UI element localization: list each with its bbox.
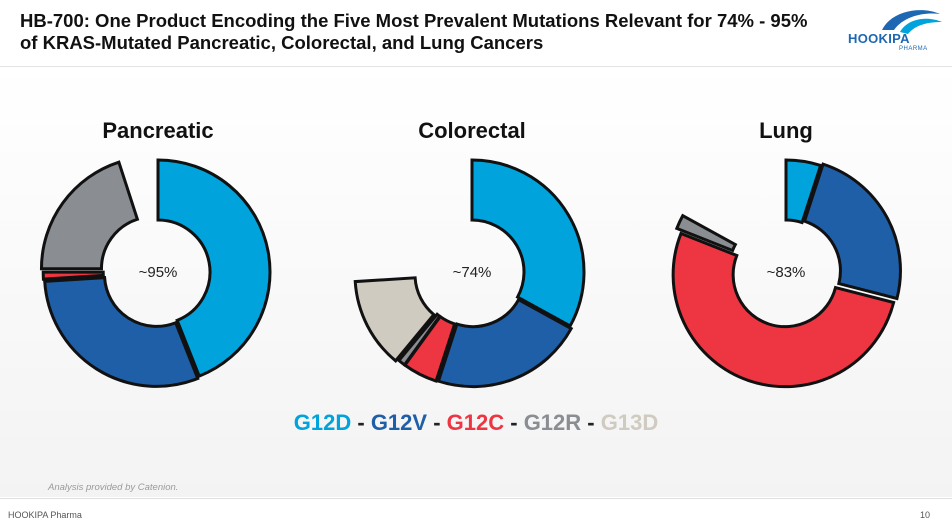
center-label-colorectal: ~74% bbox=[453, 264, 492, 281]
slice-lung-g12v bbox=[802, 162, 902, 301]
slice-colorectal-g13d bbox=[353, 276, 436, 363]
logo-subtext: PHARMA bbox=[899, 46, 928, 52]
chart-title-pancreatic: Pancreatic bbox=[102, 118, 213, 143]
legend-separator: - bbox=[351, 410, 371, 435]
slide-title: HB-700: One Product Encoding the Five Mo… bbox=[20, 10, 808, 53]
slice-pancreatic-g12c bbox=[41, 270, 105, 281]
slice-pancreatic-g12d bbox=[156, 158, 272, 379]
slice-pancreatic-g12r bbox=[39, 160, 140, 271]
legend-item-g12c: G12C bbox=[446, 410, 505, 435]
hookipa-logo: HOOKIPA PHARMA bbox=[842, 4, 946, 60]
page-number: 10 bbox=[920, 510, 931, 520]
slice-colorectal-g12d bbox=[470, 158, 586, 328]
legend-item-g13d: G13D bbox=[600, 410, 659, 435]
legend-separator: - bbox=[504, 410, 524, 435]
legend-item-g12d: G12D bbox=[293, 410, 352, 435]
content-background bbox=[0, 67, 952, 497]
center-label-pancreatic: ~95% bbox=[139, 264, 178, 281]
mutation-legend: G12D - G12V - G12C - G12R - G13D bbox=[0, 410, 952, 436]
logo-wave-icon bbox=[882, 10, 942, 34]
slice-colorectal-g12v bbox=[436, 297, 574, 389]
slice-lung-g12d bbox=[784, 158, 823, 225]
slide-header: HB-700: One Product Encoding the Five Mo… bbox=[0, 0, 952, 67]
legend-item-g12r: G12R bbox=[523, 410, 582, 435]
slice-lung-g12c bbox=[671, 231, 896, 389]
footer-company: HOOKIPA Pharma bbox=[8, 510, 82, 520]
chart-title-lung: Lung bbox=[759, 118, 813, 143]
logo-text: HOOKIPA bbox=[848, 31, 910, 46]
slice-lung-g12r bbox=[674, 213, 738, 253]
slice-colorectal-g12r bbox=[396, 312, 442, 367]
center-label-lung: ~83% bbox=[767, 264, 806, 281]
footer-divider bbox=[0, 498, 952, 499]
slice-pancreatic-g12v bbox=[43, 276, 200, 388]
legend-separator: - bbox=[581, 410, 601, 435]
source-note: Analysis provided by Catenion. bbox=[48, 482, 179, 493]
legend-item-g12v: G12V bbox=[370, 410, 428, 435]
legend-separator: - bbox=[427, 410, 447, 435]
chart-title-colorectal: Colorectal bbox=[418, 118, 526, 143]
